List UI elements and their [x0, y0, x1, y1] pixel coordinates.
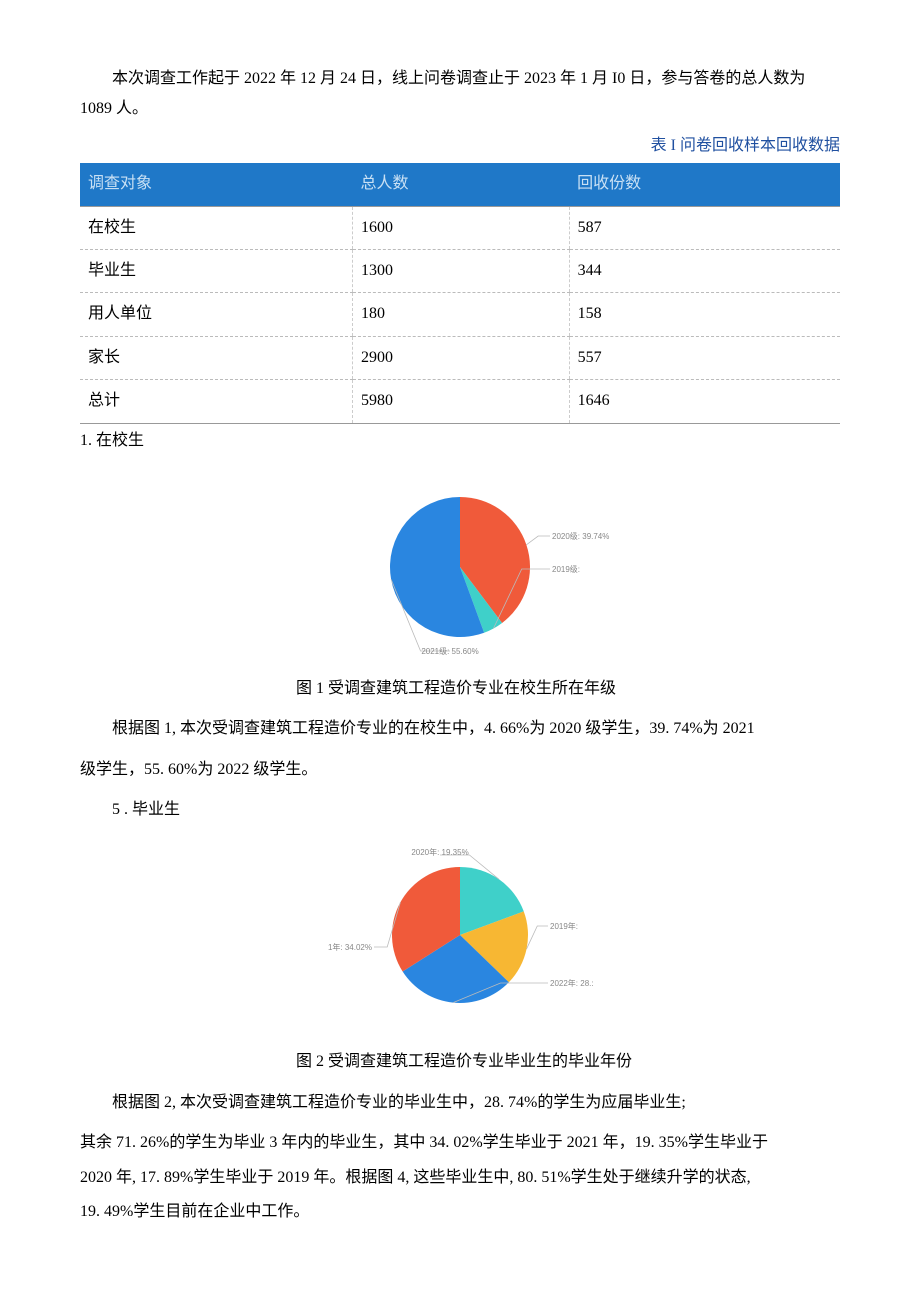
pie-chart-1: 2020级: 39.74% 2019级: 2021级: 55.60% — [280, 462, 640, 672]
table-cell: 5980 — [353, 380, 570, 423]
section-2-heading: 5 . 毕业生 — [80, 795, 840, 825]
col-returned: 回收份数 — [569, 163, 840, 206]
chart-2-caption: 图 2 受调查建筑工程造价专业毕业生的毕业年份 — [200, 1047, 840, 1077]
pie-slice-label: 1年: 34.02% — [328, 942, 372, 952]
table-cell: 180 — [353, 293, 570, 336]
table-row: 总计59801646 — [80, 380, 840, 423]
pie-slice-label: 2019年: — [550, 921, 578, 931]
table-cell: 2900 — [353, 336, 570, 379]
table-cell: 1300 — [353, 249, 570, 292]
table-cell: 344 — [569, 249, 840, 292]
table-row: 在校生1600587 — [80, 206, 840, 249]
pie-slice-label: 2022年: 28.: — [550, 978, 594, 988]
pie-leader-line — [526, 536, 550, 545]
pie-slice-label: 2021级: 55.60% — [421, 646, 478, 656]
table-cell: 用人单位 — [80, 293, 353, 336]
pie-slice-label: 2020年: 19.35% — [411, 847, 468, 857]
table-cell: 1600 — [353, 206, 570, 249]
table-cell: 587 — [569, 206, 840, 249]
col-subject: 调查对象 — [80, 163, 353, 206]
chart-2-container: 2020年: 19.35% 2019年: 2022年: 28.: 1年: 34.02% — [80, 835, 840, 1045]
intro-paragraph: 本次调查工作起于 2022 年 12 月 24 日，线上问卷调查止于 2023 … — [80, 64, 840, 125]
para-after-chart1-b: 级学生，55. 60%为 2022 级学生。 — [80, 755, 840, 785]
para-after-chart1-a: 根据图 1, 本次受调查建筑工程造价专业的在校生中，4. 66%为 2020 级… — [80, 714, 840, 744]
pie-leader-line — [527, 926, 548, 949]
pie-slice-label: 2019级: — [552, 564, 580, 574]
table-cell: 毕业生 — [80, 249, 353, 292]
table-cell: 总计 — [80, 380, 353, 423]
chart-1-caption: 图 1 受调查建筑工程造价专业在校生所在年级 — [200, 674, 840, 704]
table-row: 毕业生1300344 — [80, 249, 840, 292]
para-after-chart2-a: 根据图 2, 本次受调查建筑工程造价专业的毕业生中，28. 74%的学生为应届毕… — [80, 1088, 840, 1118]
table-cell: 158 — [569, 293, 840, 336]
table-caption: 表 I 问卷回收样本回收数据 — [80, 131, 840, 161]
para-after-chart2-b: 其余 71. 26%的学生为毕业 3 年内的毕业生，其中 34. 02%学生毕业… — [80, 1128, 840, 1158]
table-row: 家长2900557 — [80, 336, 840, 379]
para-after-chart2-c: 2020 年, 17. 89%学生毕业于 2019 年。根据图 4, 这些毕业生… — [80, 1163, 840, 1193]
table-cell: 在校生 — [80, 206, 353, 249]
para-after-chart2-d: 19. 49%学生目前在企业中工作。 — [80, 1197, 840, 1227]
table-cell: 家长 — [80, 336, 353, 379]
pie-chart-2: 2020年: 19.35% 2019年: 2022年: 28.: 1年: 34.02% — [280, 835, 640, 1045]
col-total: 总人数 — [353, 163, 570, 206]
table-cell: 1646 — [569, 380, 840, 423]
table-row: 用人单位180158 — [80, 293, 840, 336]
survey-table: 调查对象 总人数 回收份数 在校生1600587毕业生1300344用人单位18… — [80, 163, 840, 423]
pie-slice-label: 2020级: 39.74% — [552, 531, 609, 541]
chart-1-container: 2020级: 39.74% 2019级: 2021级: 55.60% — [80, 462, 840, 672]
table-cell: 557 — [569, 336, 840, 379]
section-1-heading: 1. 在校生 — [80, 426, 840, 456]
